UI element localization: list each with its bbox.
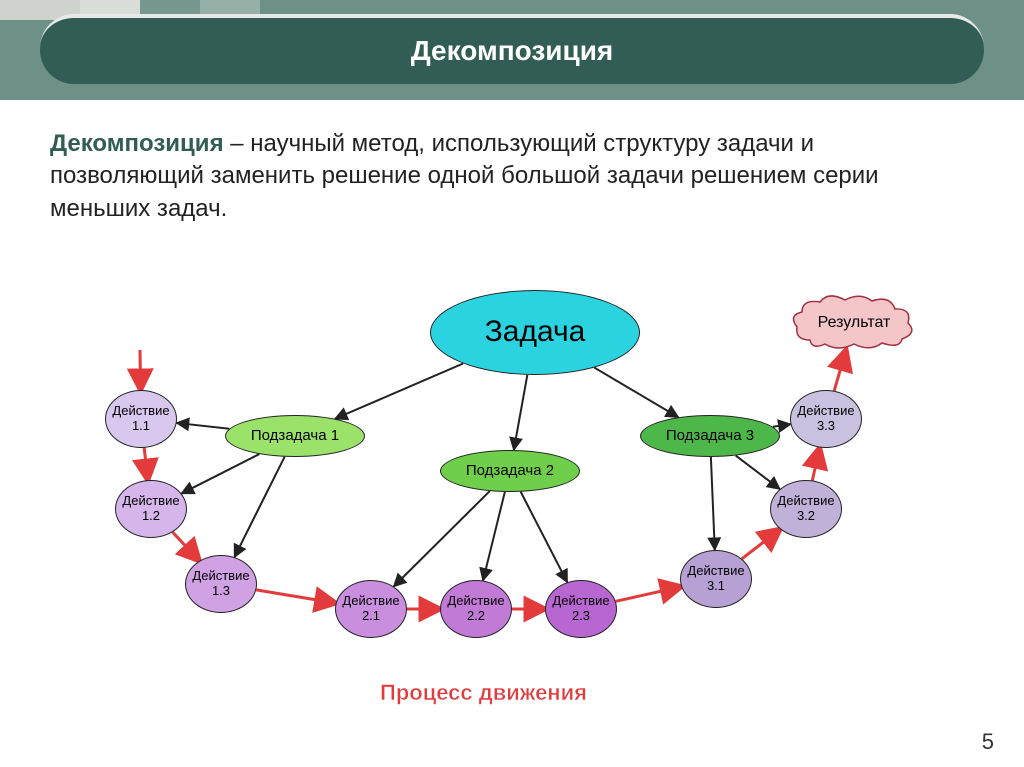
node-task: Задача xyxy=(430,290,640,375)
node-a21: Действие2.1 xyxy=(335,580,407,638)
node-a11: Действие1.1 xyxy=(105,390,177,448)
node-sub2: Подзадача 2 xyxy=(440,450,580,492)
slide-title: Декомпозиция xyxy=(411,35,614,67)
node-sub1: Подзадача 1 xyxy=(225,415,365,457)
node-result: Результат xyxy=(790,295,918,350)
definition-text: Декомпозиция – научный метод, использующ… xyxy=(0,100,1024,235)
node-a33: Действие3.3 xyxy=(790,390,862,448)
node-a31: Действие3.1 xyxy=(680,550,752,608)
node-a12: Действие1.2 xyxy=(115,480,187,538)
title-pill: Декомпозиция xyxy=(40,14,984,84)
page-number: 5 xyxy=(982,729,994,755)
decomposition-diagram: Процесс движения Задача Подзадача 1 Подзад… xyxy=(0,280,1024,710)
node-a13: Действие1.3 xyxy=(185,555,257,613)
header-background: Декомпозиция xyxy=(0,20,1024,100)
node-a32: Действие3.2 xyxy=(770,480,842,538)
term: Декомпозиция xyxy=(50,130,224,157)
node-a23: Действие2.3 xyxy=(545,580,617,638)
node-sub3: Подзадача 3 xyxy=(640,415,780,457)
process-label: Процесс движения xyxy=(380,680,587,706)
node-a22: Действие2.2 xyxy=(440,580,512,638)
